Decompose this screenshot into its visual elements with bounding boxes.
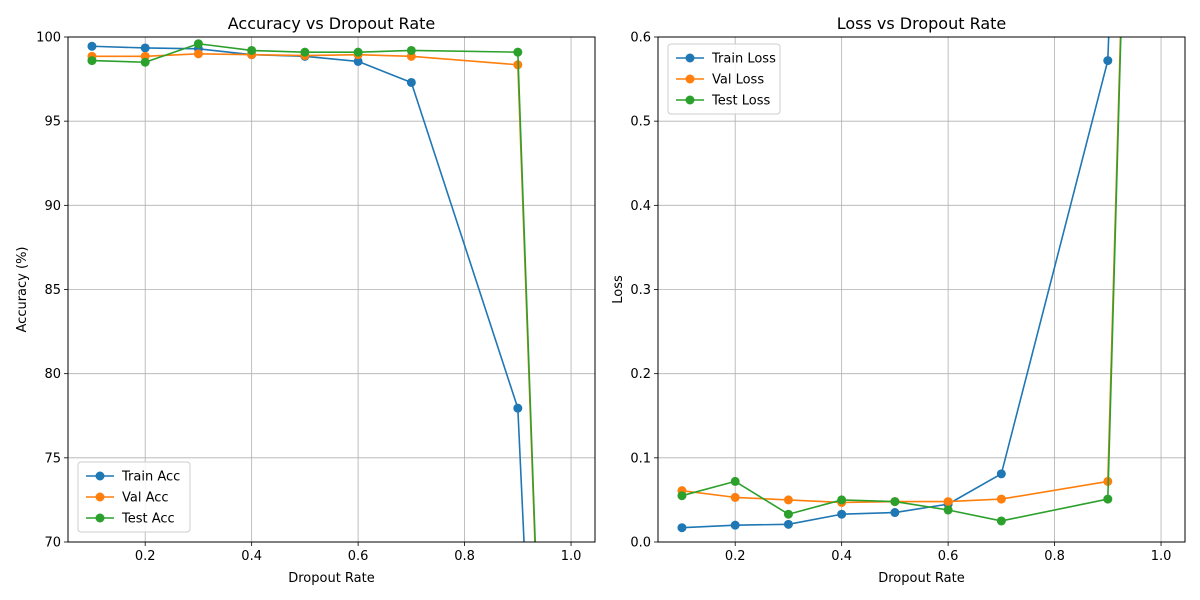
data-point bbox=[837, 509, 847, 519]
data-point bbox=[87, 41, 97, 51]
y-tick-label: 0.6 bbox=[630, 31, 651, 46]
data-point bbox=[783, 519, 793, 529]
y-tick-label: 95 bbox=[44, 115, 61, 130]
accuracy-chart: 0.2 0.4 0.6 0.8 1.0 70 75 80 85 90 95 100 Accuracy v… bbox=[15, 14, 596, 586]
legend-label: Test Loss bbox=[711, 94, 770, 109]
data-point bbox=[353, 56, 363, 66]
legend: Train Acc Val Acc Test Acc bbox=[77, 461, 191, 533]
data-point bbox=[1103, 494, 1113, 504]
data-point bbox=[783, 495, 793, 505]
grid bbox=[658, 36, 1185, 543]
x-tick-label: 1.0 bbox=[1151, 549, 1172, 564]
data-point bbox=[353, 47, 363, 57]
data-point bbox=[996, 516, 1006, 526]
x-tick-label: 0.8 bbox=[1044, 549, 1065, 564]
legend: Train Loss Val Loss Test Loss bbox=[667, 43, 781, 115]
series-group bbox=[677, 37, 1122, 533]
data-point bbox=[730, 520, 740, 530]
legend-label: Val Loss bbox=[712, 73, 764, 88]
x-axis-label: Dropout Rate bbox=[878, 571, 965, 586]
x-tick-label: 0.6 bbox=[348, 549, 369, 564]
y-tick-label: 90 bbox=[44, 199, 61, 214]
x-tick-label: 0.2 bbox=[725, 549, 746, 564]
data-point bbox=[890, 497, 900, 507]
data-point bbox=[837, 495, 847, 505]
legend-marker bbox=[685, 95, 695, 105]
x-tick-label: 0.2 bbox=[135, 549, 156, 564]
x-tick-label: 0.6 bbox=[938, 549, 959, 564]
y-tick-label: 85 bbox=[44, 283, 61, 298]
data-point bbox=[1103, 56, 1113, 66]
data-point bbox=[890, 508, 900, 518]
data-point bbox=[247, 45, 257, 55]
y-tick-label: 75 bbox=[44, 451, 61, 466]
legend-label: Val Acc bbox=[122, 491, 169, 506]
legend-label: Test Acc bbox=[121, 512, 175, 527]
y-axis-label: Loss bbox=[611, 275, 626, 304]
legend-marker bbox=[95, 471, 105, 481]
y-tick-label: 0.5 bbox=[630, 115, 651, 130]
data-point bbox=[406, 45, 416, 55]
series-group bbox=[87, 39, 536, 542]
ticks: 0.2 0.4 0.6 0.8 1.0 70 75 80 85 90 95 100 bbox=[36, 31, 581, 565]
ticks: 0.2 0.4 0.6 0.8 1.0 0.0 0.1 0.2 0.3 0.4 0.5 0.6 bbox=[630, 31, 1171, 565]
data-point bbox=[943, 505, 953, 515]
legend-box bbox=[77, 461, 191, 533]
data-point bbox=[140, 43, 150, 53]
loss-chart: 0.2 0.4 0.6 0.8 1.0 0.0 0.1 0.2 0.3 0.4 0.5 0.6 Loss… bbox=[611, 14, 1186, 586]
legend-marker bbox=[95, 513, 105, 523]
data-point bbox=[193, 49, 203, 59]
legend-label: Train Loss bbox=[711, 52, 776, 67]
x-tick-label: 1.0 bbox=[561, 549, 582, 564]
y-tick-label: 0.4 bbox=[630, 199, 651, 214]
data-point bbox=[140, 57, 150, 67]
data-point bbox=[513, 403, 523, 413]
y-tick-label: 0.0 bbox=[630, 536, 651, 551]
legend-marker bbox=[95, 492, 105, 502]
data-point bbox=[87, 56, 97, 66]
legend-marker bbox=[685, 53, 695, 63]
y-tick-label: 70 bbox=[44, 536, 61, 551]
data-point bbox=[996, 494, 1006, 504]
data-point bbox=[730, 476, 740, 486]
data-point bbox=[406, 77, 416, 87]
chart-title: Accuracy vs Dropout Rate bbox=[228, 14, 436, 33]
y-tick-label: 100 bbox=[36, 31, 61, 46]
data-point bbox=[996, 469, 1006, 479]
data-point bbox=[783, 509, 793, 519]
legend-marker bbox=[685, 74, 695, 84]
x-tick-label: 0.4 bbox=[831, 549, 852, 564]
y-tick-label: 0.2 bbox=[630, 367, 651, 382]
data-point bbox=[300, 47, 310, 57]
y-tick-label: 0.3 bbox=[630, 283, 651, 298]
legend-label: Train Acc bbox=[121, 470, 180, 485]
data-point bbox=[193, 39, 203, 49]
legend-box bbox=[667, 43, 781, 115]
data-point bbox=[730, 492, 740, 502]
y-tick-label: 80 bbox=[44, 367, 61, 382]
data-point bbox=[943, 497, 953, 507]
data-point bbox=[677, 491, 687, 501]
y-axis-label: Accuracy (%) bbox=[15, 247, 30, 333]
chart-title: Loss vs Dropout Rate bbox=[837, 14, 1007, 33]
y-tick-label: 0.1 bbox=[630, 451, 651, 466]
x-tick-label: 0.4 bbox=[241, 549, 262, 564]
data-point bbox=[677, 523, 687, 533]
x-axis-label: Dropout Rate bbox=[288, 571, 375, 586]
x-tick-label: 0.8 bbox=[454, 549, 475, 564]
data-point bbox=[513, 47, 523, 57]
